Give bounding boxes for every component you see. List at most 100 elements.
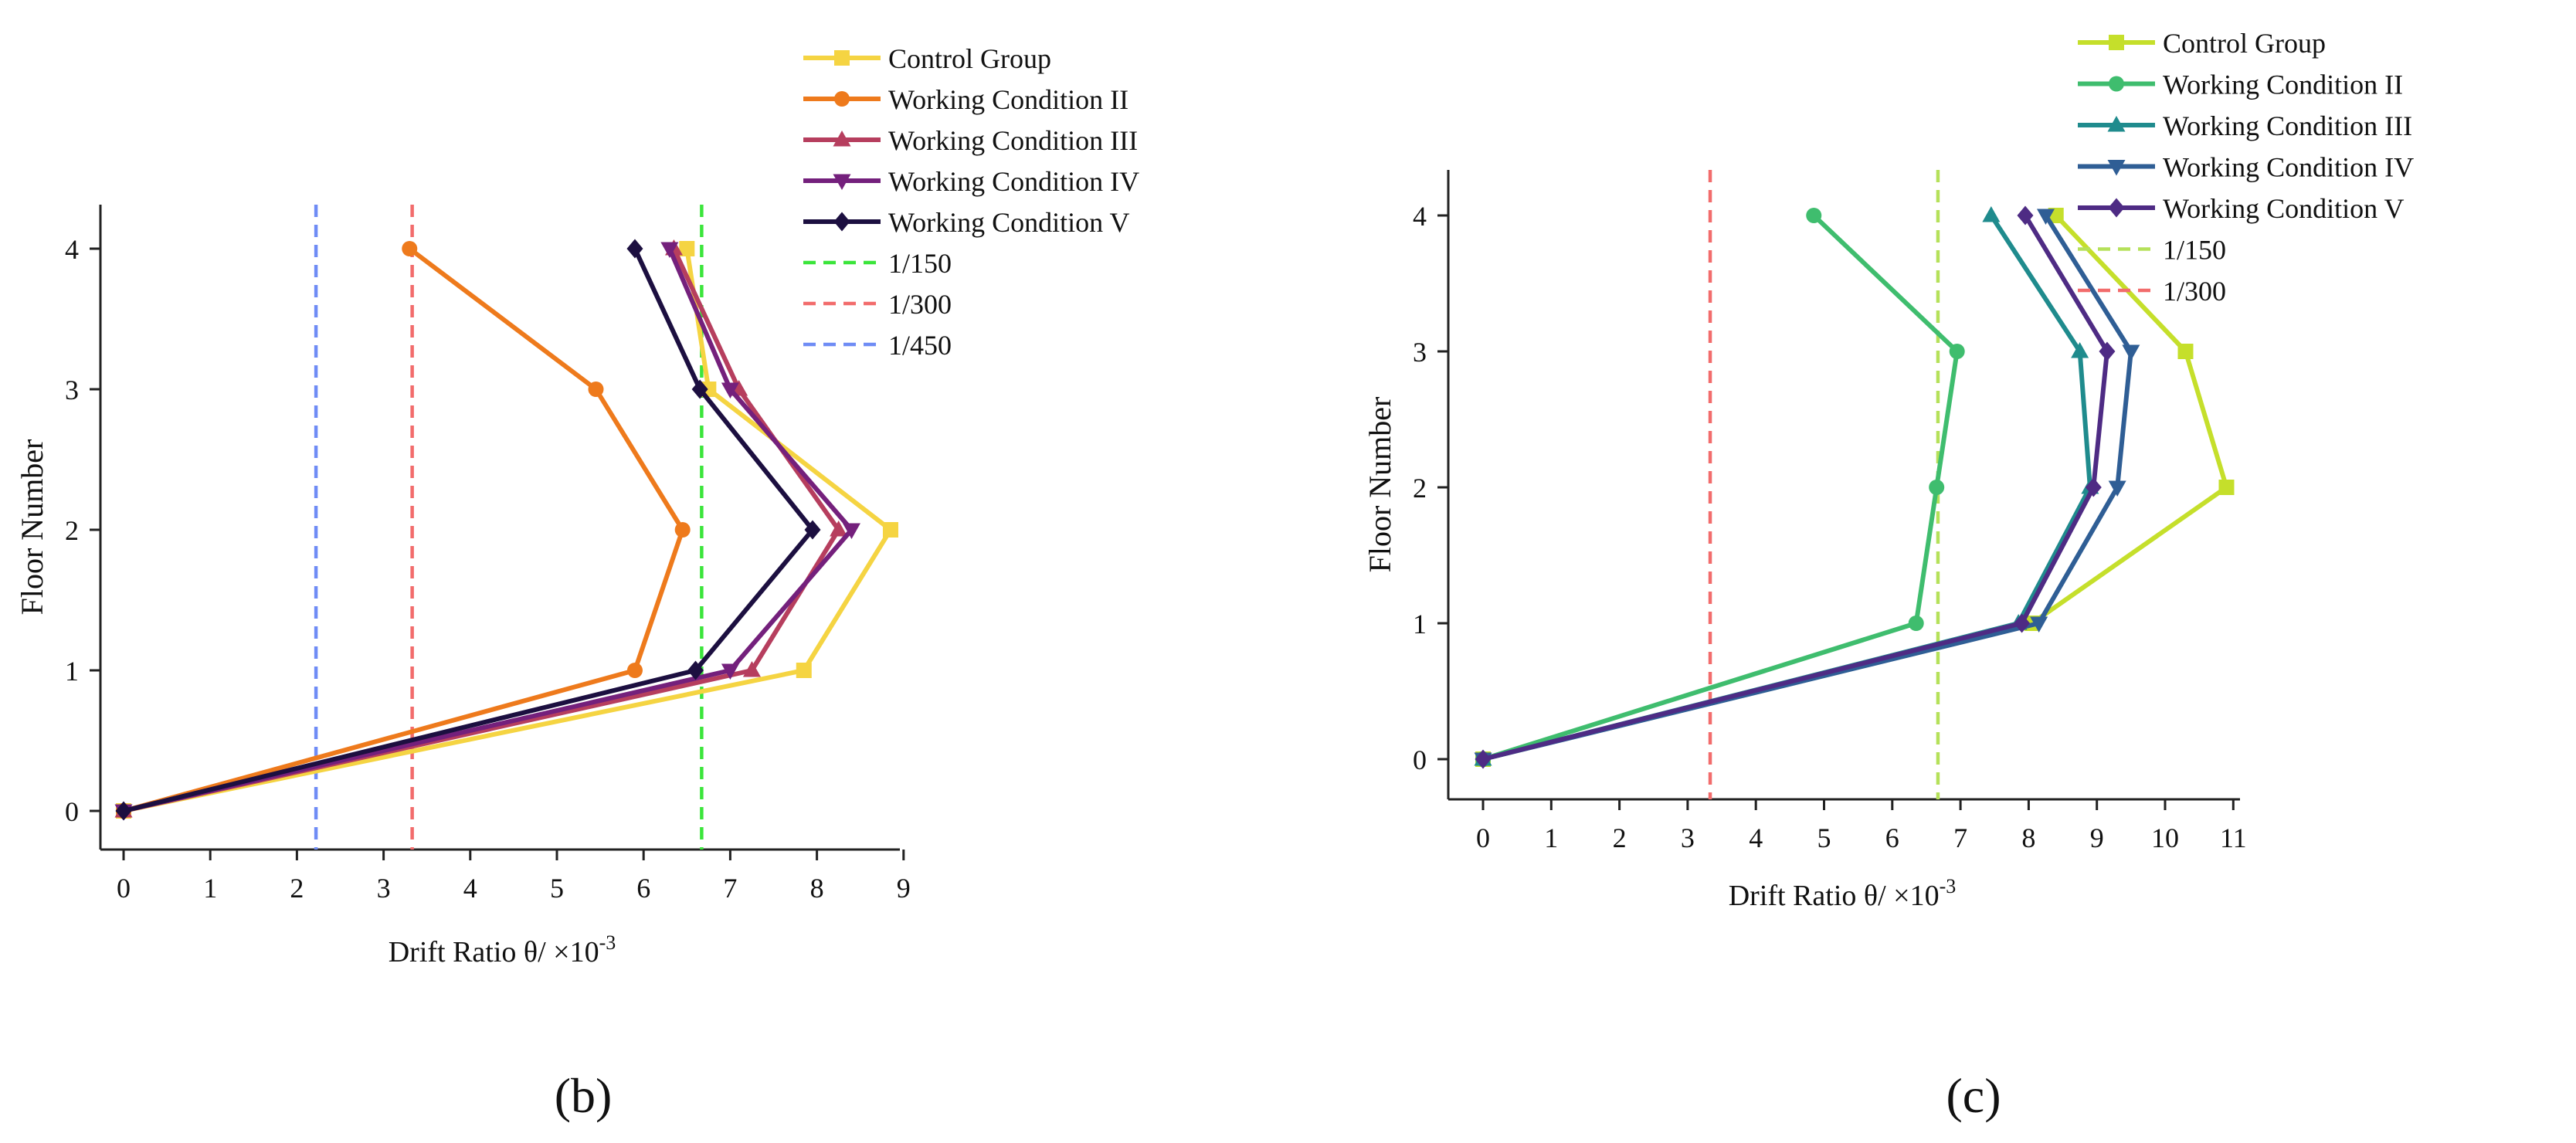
legend-label-working-condition-iii: Working Condition III [2163, 110, 2412, 141]
x-tick-label: 1 [1544, 822, 1558, 853]
legend-label-1-150: 1/150 [888, 248, 952, 279]
y-tick-label: 4 [65, 234, 79, 265]
x-tick-label: 2 [290, 873, 304, 904]
x-tick-label: 11 [2220, 822, 2247, 853]
y-axis-label: Floor Number [15, 439, 49, 616]
y-tick-label: 3 [65, 375, 79, 405]
data-point-working-condition-ii [402, 241, 418, 256]
data-point-working-condition-v [2085, 477, 2102, 497]
x-tick-label: 0 [1476, 822, 1490, 853]
data-point-control-group [796, 663, 812, 678]
x-tick-label: 9 [2090, 822, 2104, 853]
legend-label-working-condition-iii: Working Condition III [888, 125, 1138, 156]
data-point-working-condition-ii [1949, 344, 1965, 359]
legend-label-working-condition-iv: Working Condition IV [888, 166, 1139, 197]
legend: Control Group Working Condition II Working… [803, 43, 1139, 361]
y-tick-label: 2 [65, 515, 79, 546]
y-tick-label: 0 [1413, 744, 1427, 775]
series-line-working-condition-v [123, 247, 815, 813]
data-point-working-condition-v [691, 379, 708, 399]
legend-label-1-150: 1/150 [2163, 235, 2226, 266]
data-point-working-condition-iv [2036, 209, 2055, 225]
legend-marker-working-condition-v [2108, 198, 2125, 218]
legend-label-1-450: 1/450 [888, 330, 952, 361]
x-tick-label: 4 [463, 873, 477, 904]
data-point-working-condition-iii [830, 521, 848, 537]
x-tick-label: 8 [2021, 822, 2035, 853]
y-axis-label: Floor Number [1363, 397, 1397, 573]
legend-label-control-group: Control Group [2163, 28, 2326, 59]
data-point-control-group [2177, 344, 2194, 359]
y-tick-label: 2 [1413, 473, 1427, 504]
data-point-working-condition-v [626, 239, 643, 259]
data-point-working-condition-ii [588, 382, 604, 397]
data-point-working-condition-iii [742, 661, 761, 677]
y-tick-label: 4 [1413, 201, 1427, 232]
data-point-control-group [2218, 480, 2235, 495]
legend-label-working-condition-ii: Working Condition II [888, 84, 1128, 115]
legend-label-working-condition-ii: Working Condition II [2163, 70, 2403, 100]
data-point-working-condition-v [115, 801, 132, 821]
legend-marker-control-group [834, 50, 850, 66]
panel-label-b: (b) [555, 1068, 613, 1123]
x-tick-label: 3 [1681, 822, 1695, 853]
legend-marker-working-condition-v [833, 212, 850, 232]
data-point-control-group [882, 522, 898, 538]
data-point-working-condition-v [1475, 749, 1492, 769]
legend-label-working-condition-v: Working Condition V [2163, 193, 2404, 224]
series-line-working-condition-iv [123, 247, 854, 813]
legend-marker-control-group [2109, 35, 2124, 50]
legend-label-working-condition-iv: Working Condition IV [2163, 152, 2414, 183]
x-tick-label: 5 [550, 873, 564, 904]
x-tick-label: 2 [1613, 822, 1627, 853]
x-axis-label: Drift Ratio θ/ ×10-3 [389, 931, 616, 968]
x-tick-label: 0 [117, 873, 131, 904]
x-tick-label: 6 [1885, 822, 1899, 853]
data-point-working-condition-iv [2122, 344, 2140, 361]
x-tick-label: 7 [1953, 822, 1967, 853]
data-point-working-condition-v [804, 520, 821, 540]
data-point-working-condition-ii [626, 663, 643, 678]
series-line-working-condition-ii [1482, 213, 1960, 761]
data-point-working-condition-iv [721, 382, 739, 399]
series-line-working-condition-iii [1482, 214, 2092, 761]
data-point-working-condition-ii [1806, 208, 1822, 223]
data-point-control-group [679, 241, 695, 256]
x-tick-label: 7 [723, 873, 737, 904]
x-tick-label: 8 [810, 873, 824, 904]
legend-marker-working-condition-iv [833, 174, 851, 190]
data-point-working-condition-ii [674, 522, 691, 538]
x-tick-label: 1 [203, 873, 217, 904]
x-axis-label-exponent: -3 [599, 931, 616, 954]
legend: Control Group Working Condition II Working… [2078, 28, 2414, 307]
legend-marker-working-condition-ii [2109, 76, 2124, 92]
series-line-working-condition-ii [123, 246, 685, 813]
x-tick-label: 10 [2151, 822, 2179, 853]
chart-panel-c: 0 1 2 3 4 5 6 7 8 9 10 11 0 1 2 3 4 Floor Number Drift Rat… [1363, 28, 2414, 912]
data-point-working-condition-iv [2108, 480, 2126, 497]
data-point-working-condition-iii [1982, 206, 2001, 222]
x-tick-label: 6 [636, 873, 650, 904]
legend-marker-working-condition-iv [2107, 160, 2126, 176]
legend-marker-working-condition-ii [834, 91, 850, 107]
x-tick-label: 9 [897, 873, 911, 904]
legend-label-working-condition-v: Working Condition V [888, 207, 1129, 238]
data-point-working-condition-v [2099, 341, 2116, 361]
y-tick-label: 3 [1413, 337, 1427, 368]
x-tick-label: 4 [1749, 822, 1763, 853]
x-axis-label-exponent: -3 [1940, 875, 1957, 897]
x-tick-label: 5 [1817, 822, 1831, 853]
data-point-working-condition-iv [721, 663, 739, 680]
data-point-working-condition-ii [1908, 616, 1924, 631]
chart-panel-b: 0 1 2 3 4 5 6 7 8 9 0 1 2 3 4 Floor Number Drift Ratio θ… [15, 43, 1139, 968]
x-tick-label: 3 [377, 873, 391, 904]
legend-marker-working-condition-iii [2107, 116, 2126, 132]
data-point-working-condition-iv [660, 242, 679, 258]
data-point-working-condition-iv [842, 523, 860, 539]
y-tick-label: 1 [1413, 609, 1427, 639]
legend-label-1-300: 1/300 [2163, 276, 2226, 307]
legend-label-control-group: Control Group [888, 43, 1051, 74]
y-tick-label: 0 [65, 796, 79, 827]
data-point-working-condition-v [2014, 613, 2031, 633]
